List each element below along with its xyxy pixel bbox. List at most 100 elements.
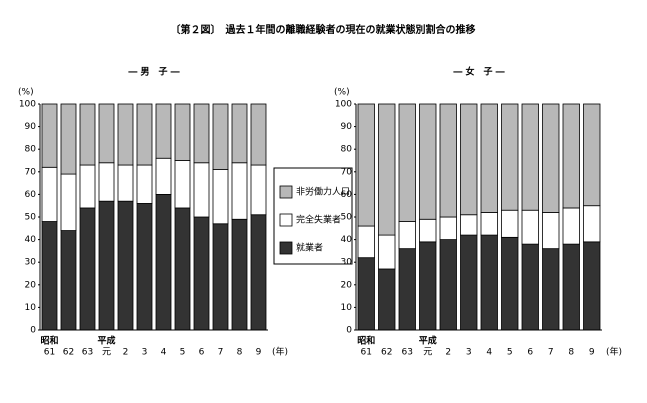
bar-segment xyxy=(378,103,396,236)
bar-segment xyxy=(419,218,437,243)
bar-segment xyxy=(193,103,210,164)
bar-segment xyxy=(378,268,396,331)
bar-segment xyxy=(521,103,539,211)
y-tick-label: 40 xyxy=(25,235,37,245)
bar-segment xyxy=(79,103,96,166)
era-label: 平成 xyxy=(97,335,115,347)
x-tick-label: 62 xyxy=(63,348,74,358)
era-label: 平成 xyxy=(419,335,437,347)
chart-title: ― 女 子 ― xyxy=(453,66,504,78)
bar-segment xyxy=(60,103,77,175)
bar-segment xyxy=(60,173,77,231)
x-tick-label: 63 xyxy=(402,348,413,358)
bar-segment xyxy=(41,221,58,331)
bar-segment xyxy=(583,103,601,207)
bar-segment xyxy=(398,221,416,250)
bar-segment xyxy=(357,257,375,331)
legend-label: 就業者 xyxy=(296,242,323,254)
bar-segment xyxy=(583,241,601,331)
legend-swatch xyxy=(279,185,293,199)
x-tick-label: 4 xyxy=(486,348,492,358)
bar-segment xyxy=(460,103,478,216)
bar-segment xyxy=(419,241,437,331)
bar-segment xyxy=(155,157,172,195)
x-tick-label: 3 xyxy=(142,348,148,358)
x-tick-label: 7 xyxy=(218,348,224,358)
bar-segment xyxy=(480,103,498,213)
y-tick-label: 40 xyxy=(341,235,353,245)
bar-segment xyxy=(439,216,457,241)
x-tick-label: 元 xyxy=(423,348,432,358)
bar-segment xyxy=(117,200,134,331)
bar-segment xyxy=(193,162,210,218)
bar-segment xyxy=(41,103,58,168)
bar-segment xyxy=(79,164,96,209)
x-tick-label: 61 xyxy=(361,348,372,358)
y-tick-label: 50 xyxy=(341,213,353,223)
bar-segment xyxy=(542,103,560,213)
legend-label: 非労働力人口 xyxy=(296,186,350,198)
y-axis-label: (%) xyxy=(334,88,350,98)
x-tick-label: 9 xyxy=(589,348,595,358)
y-tick-label: 50 xyxy=(25,213,37,223)
y-tick-label: 20 xyxy=(341,280,353,290)
bar-segment xyxy=(439,103,457,218)
bar-segment xyxy=(231,218,248,331)
y-tick-label: 70 xyxy=(25,167,37,177)
bar-segment xyxy=(136,103,153,166)
page-title: 〔第２図〕 過去１年間の離職経験者の現在の就業状態別割合の推移 xyxy=(171,23,476,36)
bar-segment xyxy=(357,225,375,259)
bar-segment xyxy=(231,103,248,164)
bar-segment xyxy=(250,164,267,216)
y-tick-label: 0 xyxy=(346,326,352,336)
x-axis-label: (年) xyxy=(606,346,622,358)
bar-segment xyxy=(117,164,134,202)
x-tick-label: 8 xyxy=(568,348,574,358)
bar-segment xyxy=(439,239,457,331)
bar-segment xyxy=(79,207,96,331)
y-tick-label: 70 xyxy=(341,167,353,177)
x-tick-label: 63 xyxy=(82,348,93,358)
bar-segment xyxy=(460,234,478,331)
bar-segment xyxy=(480,212,498,236)
x-tick-label: 5 xyxy=(180,348,186,358)
x-axis-label: (年) xyxy=(272,346,288,358)
bar-segment xyxy=(98,200,115,331)
bar-segment xyxy=(562,207,580,245)
y-tick-label: 100 xyxy=(335,100,352,110)
bar-segment xyxy=(357,103,375,227)
y-tick-label: 10 xyxy=(341,303,353,313)
bar-segment xyxy=(155,193,172,331)
x-tick-label: 2 xyxy=(445,348,451,358)
x-tick-label: 元 xyxy=(102,348,111,358)
bar-segment xyxy=(562,103,580,209)
chart-title: ― 男 子 ― xyxy=(128,67,179,78)
legend-swatch xyxy=(279,241,293,255)
era-label: 昭和 xyxy=(40,335,58,347)
y-tick-label: 30 xyxy=(341,258,353,268)
y-tick-label: 90 xyxy=(341,122,353,132)
bar-segment xyxy=(521,209,539,245)
bar-segment xyxy=(98,103,115,164)
y-tick-label: 60 xyxy=(341,190,353,200)
x-tick-label: 9 xyxy=(256,348,262,358)
bar-segment xyxy=(250,214,267,331)
x-tick-label: 7 xyxy=(548,348,554,358)
bar-segment xyxy=(521,243,539,331)
y-tick-label: 100 xyxy=(19,100,36,110)
y-tick-label: 10 xyxy=(25,303,37,313)
bar-segment xyxy=(398,248,416,331)
bar-segment xyxy=(398,103,416,222)
y-tick-label: 30 xyxy=(25,258,37,268)
bar-segment xyxy=(501,236,519,331)
bar-segment xyxy=(460,214,478,236)
y-tick-label: 0 xyxy=(30,326,36,336)
y-tick-label: 80 xyxy=(25,145,37,155)
bar-segment xyxy=(480,234,498,331)
bar-segment xyxy=(231,162,248,220)
x-tick-label: 62 xyxy=(381,348,392,358)
y-tick-label: 20 xyxy=(25,280,37,290)
bar-segment xyxy=(193,216,210,331)
bar-segment xyxy=(212,169,229,225)
